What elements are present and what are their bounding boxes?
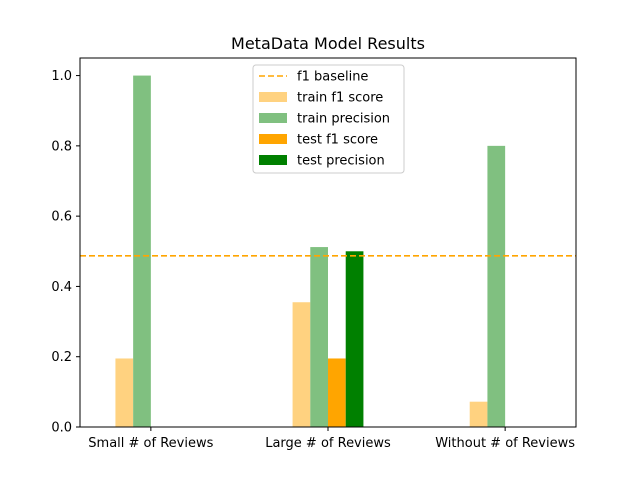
bar-train-f1-score-1 — [292, 302, 311, 427]
legend-swatch-train-precision — [259, 113, 287, 123]
y-tick-label: 1.0 — [51, 69, 72, 84]
bar-test-precision-1 — [345, 251, 364, 427]
legend-swatch-test-precision — [259, 155, 287, 165]
y-tick-label: 0.6 — [51, 210, 72, 225]
x-tick-label: Without # of Reviews — [435, 436, 575, 451]
bar-test-f1-score-1 — [328, 358, 346, 427]
y-tick-label: 0.2 — [51, 350, 72, 365]
legend: f1 baseline train f1 score train precision… — [252, 64, 405, 174]
bar-train-f1-score-0 — [115, 358, 134, 427]
y-tick-label: 0.8 — [51, 139, 72, 154]
bar-train-f1-score-2 — [469, 401, 488, 427]
legend-label-train-precision: train precision — [297, 112, 390, 127]
legend-label-test-f1-score: test f1 score — [297, 133, 378, 148]
y-tick-label: 0.4 — [51, 280, 72, 295]
x-tick-label: Large # of Reviews — [265, 436, 391, 451]
bar-train-precision-2 — [487, 145, 506, 427]
y-tick-label: 0.0 — [51, 421, 72, 436]
bar-train-precision-1 — [310, 247, 328, 427]
legend-label-train-f1-score: train f1 score — [297, 91, 383, 106]
legend-swatch-train-f1-score — [259, 92, 287, 102]
legend-swatch-test-f1-score — [259, 134, 287, 144]
legend-label-test-precision: test precision — [297, 154, 385, 169]
bar-train-precision-0 — [133, 75, 151, 428]
legend-box — [252, 64, 405, 174]
legend-label-f1-baseline: f1 baseline — [297, 70, 368, 85]
axes: 0.0 0.2 0.4 0.6 0.8 1.0 Small # of Reviews Larg… — [51, 57, 577, 451]
plot-area — [80, 75, 576, 428]
x-tick-label: Small # of Reviews — [88, 436, 213, 451]
chart-title: MetaData Model Results — [231, 34, 425, 53]
